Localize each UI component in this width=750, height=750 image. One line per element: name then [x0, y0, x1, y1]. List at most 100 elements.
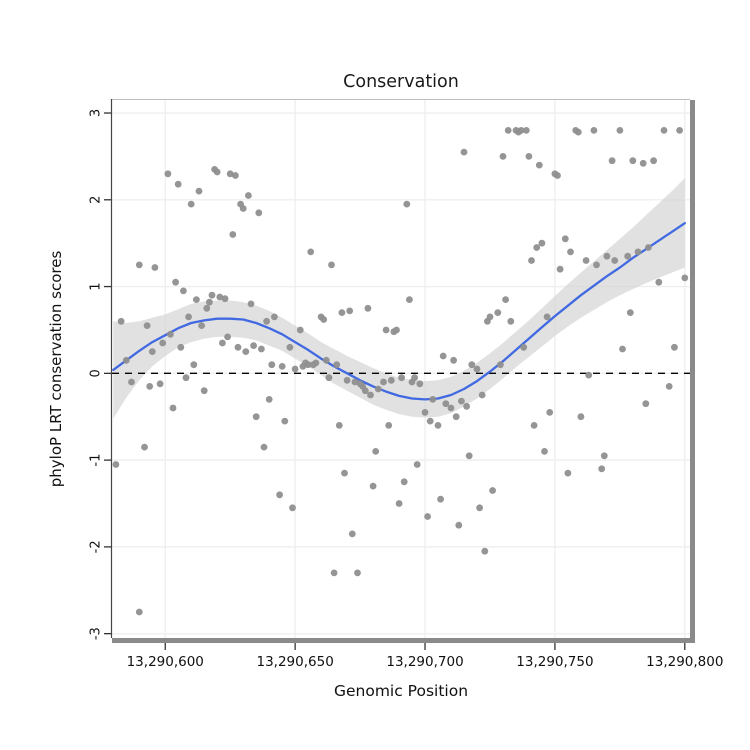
scatter-point	[312, 359, 320, 367]
scatter-point	[304, 361, 312, 369]
scatter-point	[135, 261, 143, 269]
scatter-point	[504, 126, 512, 134]
scatter-point	[385, 422, 393, 429]
scatter-point	[577, 413, 585, 421]
scatter-point	[465, 452, 473, 460]
scatter-point	[522, 126, 530, 134]
scatter-point	[351, 378, 359, 386]
scatter-point	[169, 404, 177, 412]
chart-title: Conservation	[343, 72, 459, 92]
scatter-point	[346, 307, 354, 315]
scatter-point	[424, 513, 431, 520]
scatter-point	[198, 322, 206, 329]
scatter-point	[458, 397, 465, 405]
scatter-point	[320, 316, 328, 323]
scatter-point	[367, 391, 374, 399]
scatter-point	[561, 235, 569, 243]
scatter-point	[208, 291, 216, 299]
scatter-point	[655, 278, 663, 286]
scatter-point	[528, 257, 535, 264]
scatter-point	[387, 376, 395, 384]
scatter-point	[382, 326, 390, 334]
scatter-point	[167, 330, 174, 338]
scatter-point	[598, 465, 606, 473]
scatter-point	[174, 180, 182, 188]
scatter-point	[143, 322, 151, 329]
scatter-point	[276, 491, 283, 499]
scatter-point	[369, 482, 377, 490]
y-tick-label: 3	[89, 109, 104, 117]
scatter-point	[195, 187, 203, 195]
scatter-point	[128, 378, 135, 386]
scatter-point	[455, 521, 463, 529]
scatter-point	[247, 300, 255, 308]
scatter-point	[200, 387, 208, 395]
scatter-point	[281, 417, 289, 425]
scatter-point	[639, 159, 647, 167]
scatter-point	[252, 413, 260, 421]
y-tick-label: -1	[89, 454, 104, 467]
scatter-point	[330, 569, 338, 577]
scatter-point	[226, 170, 234, 178]
scatter-point	[180, 287, 187, 295]
scatter-point	[520, 343, 528, 351]
scatter-point	[291, 365, 299, 373]
scatter-point	[530, 422, 538, 429]
scatter-point	[574, 128, 582, 136]
scatter-point	[499, 153, 507, 160]
scatter-point	[413, 461, 421, 468]
scatter-point	[164, 170, 172, 178]
scatter-point	[564, 469, 572, 477]
scatter-point	[343, 376, 351, 384]
scatter-point	[442, 400, 450, 408]
scatter-point	[289, 504, 296, 512]
scatter-point	[681, 274, 689, 282]
x-axis-label: Genomic Position	[333, 682, 469, 700]
y-tick-label: 2	[89, 196, 104, 204]
scatter-point	[260, 443, 268, 451]
scatter-point	[486, 313, 494, 321]
scatter-point	[393, 326, 400, 334]
scatter-point	[177, 343, 185, 351]
scatter-point	[535, 161, 543, 169]
x-tick-label: 13,290,650	[256, 654, 333, 670]
scatter-point	[146, 383, 154, 390]
scatter-point	[411, 374, 418, 382]
scatter-point	[187, 200, 195, 208]
scatter-point	[400, 478, 408, 486]
scatter-point	[374, 385, 382, 393]
scatter-point	[156, 380, 164, 388]
scatter-point	[468, 361, 476, 369]
scatter-point	[676, 126, 683, 134]
scatter-point	[213, 168, 221, 176]
y-tick-label: -2	[89, 540, 104, 553]
scatter-point	[624, 252, 632, 260]
scatter-point	[221, 295, 229, 303]
scatter-point	[148, 348, 156, 355]
scatter-point	[629, 157, 637, 165]
scatter-point	[172, 278, 180, 286]
scatter-point	[242, 348, 250, 355]
scatter-point	[585, 371, 593, 379]
scatter-point	[193, 296, 200, 303]
scatter-point	[372, 448, 380, 455]
scatter-point	[255, 209, 263, 217]
scatter-point	[135, 608, 143, 616]
scatter-point	[286, 343, 294, 351]
scatter-point	[502, 296, 509, 303]
scatter-point	[112, 461, 120, 468]
y-tick-label: 1	[89, 282, 104, 290]
scatter-point	[611, 257, 619, 264]
scatter-point	[494, 309, 502, 316]
scatter-point	[426, 417, 434, 425]
scatter-point	[619, 345, 626, 353]
scatter-point	[645, 244, 652, 251]
scatter-point	[567, 248, 574, 256]
scatter-point	[364, 304, 372, 312]
scatter-point	[437, 495, 444, 503]
scatter-point	[554, 172, 561, 179]
scatter-point	[361, 387, 369, 395]
scatter-point	[403, 200, 411, 208]
scatter-point	[398, 374, 405, 382]
